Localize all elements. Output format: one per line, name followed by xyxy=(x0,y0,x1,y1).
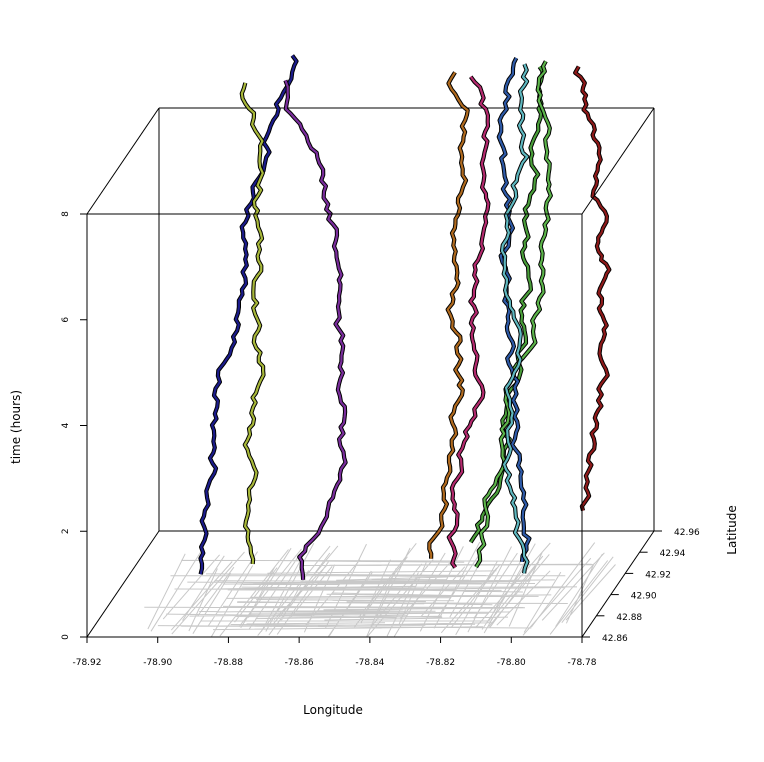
x-tick-label: -78.90 xyxy=(143,658,172,668)
trajectory-3 xyxy=(284,80,347,580)
y-axis-label: Latitude xyxy=(725,505,739,554)
x-axis-label: Longitude xyxy=(303,703,363,717)
cube-front-edges xyxy=(86,107,655,638)
axis-ticks: -78.92 -78.90 -78.88 -78.86 -78.84 -78.82 -78.… xyxy=(61,211,700,668)
street-lines xyxy=(144,541,616,638)
right-top-depth-edge xyxy=(581,107,655,215)
left-floor-edge xyxy=(86,530,160,638)
y-tick-label: 42.92 xyxy=(645,570,671,580)
z-tick-label: 2 xyxy=(61,528,71,534)
z-tick-label: 6 xyxy=(61,317,71,323)
y-tick-label: 42.86 xyxy=(602,634,628,644)
z-tick-label: 0 xyxy=(61,634,71,640)
street-basemap xyxy=(144,541,616,638)
trajectory-10 xyxy=(574,65,611,511)
x-tick-label: -78.80 xyxy=(497,658,526,668)
x-tick-label: -78.84 xyxy=(355,658,384,668)
y-tick-label: 42.90 xyxy=(631,592,657,602)
trajectory-2 xyxy=(240,82,265,565)
cube-back-edges xyxy=(86,107,655,638)
x-tick-label: -78.92 xyxy=(72,658,101,668)
y-tick-label: 42.96 xyxy=(674,528,700,538)
x-tick-label: -78.88 xyxy=(214,658,243,668)
trajectory-lines xyxy=(198,54,612,580)
trajectory-5 xyxy=(447,76,490,569)
trajectory-7 xyxy=(475,60,552,568)
z-tick-label: 4 xyxy=(61,422,71,428)
trajectory-4 xyxy=(428,71,469,559)
x-tick-label: -78.78 xyxy=(567,658,596,668)
left-top-depth-edge xyxy=(86,107,160,215)
x-tick-label: -78.82 xyxy=(426,658,455,668)
x-tick-label: -78.86 xyxy=(285,658,314,668)
z-axis-label: time (hours) xyxy=(9,390,23,464)
trajectory-3-outline xyxy=(283,79,348,580)
y-tick-label: 42.88 xyxy=(616,613,642,623)
trajectory-5-outline xyxy=(446,75,491,569)
trajectory-8 xyxy=(497,57,531,562)
right-floor-edge xyxy=(581,530,655,638)
trajectory-9 xyxy=(500,63,529,574)
z-tick-label: 8 xyxy=(61,211,71,217)
y-tick-label: 42.94 xyxy=(660,549,686,559)
